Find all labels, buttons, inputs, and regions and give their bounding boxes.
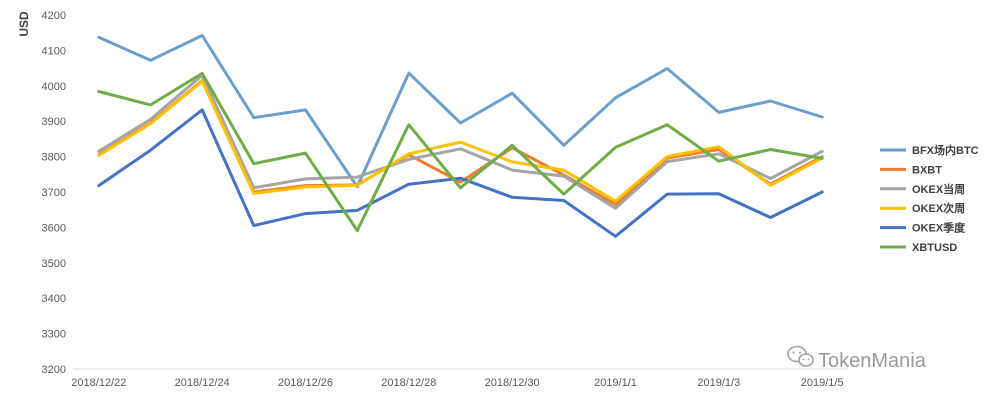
y-tick-label: 3400 xyxy=(42,293,66,305)
x-tick-label: 2018/12/30 xyxy=(485,377,540,389)
watermark: TokenMania xyxy=(787,345,927,372)
y-tick-label: 3600 xyxy=(42,222,66,234)
legend-label: OKEX当周 xyxy=(912,182,965,196)
y-tick-label: 4000 xyxy=(42,81,66,93)
axes: 3200 3300 3400 3500 3600 3700 3800 3900 4000 4100… xyxy=(42,10,848,389)
x-tick-label: 2019/1/3 xyxy=(697,377,740,389)
y-tick-label: 4200 xyxy=(42,10,66,22)
legend-label: BXBT xyxy=(912,164,942,176)
x-tick-label: 2019/1/5 xyxy=(801,377,844,389)
y-tick-label: 4100 xyxy=(42,45,66,57)
series-line-5 xyxy=(97,71,824,233)
legend-label: XBTUSD xyxy=(912,242,957,254)
y-tick-label: 3700 xyxy=(42,187,66,199)
x-tick-label: 2018/12/24 xyxy=(175,377,230,389)
legend: BFX场内BTC BXBT OKEX当周 OKEX次周 OKEX季度 XBTUSD xyxy=(880,143,979,254)
x-tick-label: 2018/12/22 xyxy=(71,377,126,389)
legend-label: OKEX次周 xyxy=(912,201,965,215)
y-tick-label: 3500 xyxy=(42,258,66,270)
y-axis-label: USD xyxy=(17,11,31,37)
wechat-icon xyxy=(787,345,814,367)
x-tick-label: 2018/12/26 xyxy=(278,377,333,389)
series-line-0 xyxy=(97,34,824,189)
x-tick-label: 2019/1/1 xyxy=(594,377,637,389)
x-tick-label: 2018/12/28 xyxy=(381,377,436,389)
watermark-text: TokenMania xyxy=(818,350,927,372)
y-tick-label: 3300 xyxy=(42,329,66,341)
plot-area xyxy=(97,34,824,238)
legend-label: BFX场内BTC xyxy=(912,143,979,157)
legend-label: OKEX季度 xyxy=(912,221,966,235)
series-line-4 xyxy=(97,108,824,238)
y-tick-label: 3200 xyxy=(42,364,66,376)
y-tick-label: 3800 xyxy=(42,152,66,164)
series-line-2 xyxy=(97,73,824,210)
y-tick-label: 3900 xyxy=(42,116,66,128)
